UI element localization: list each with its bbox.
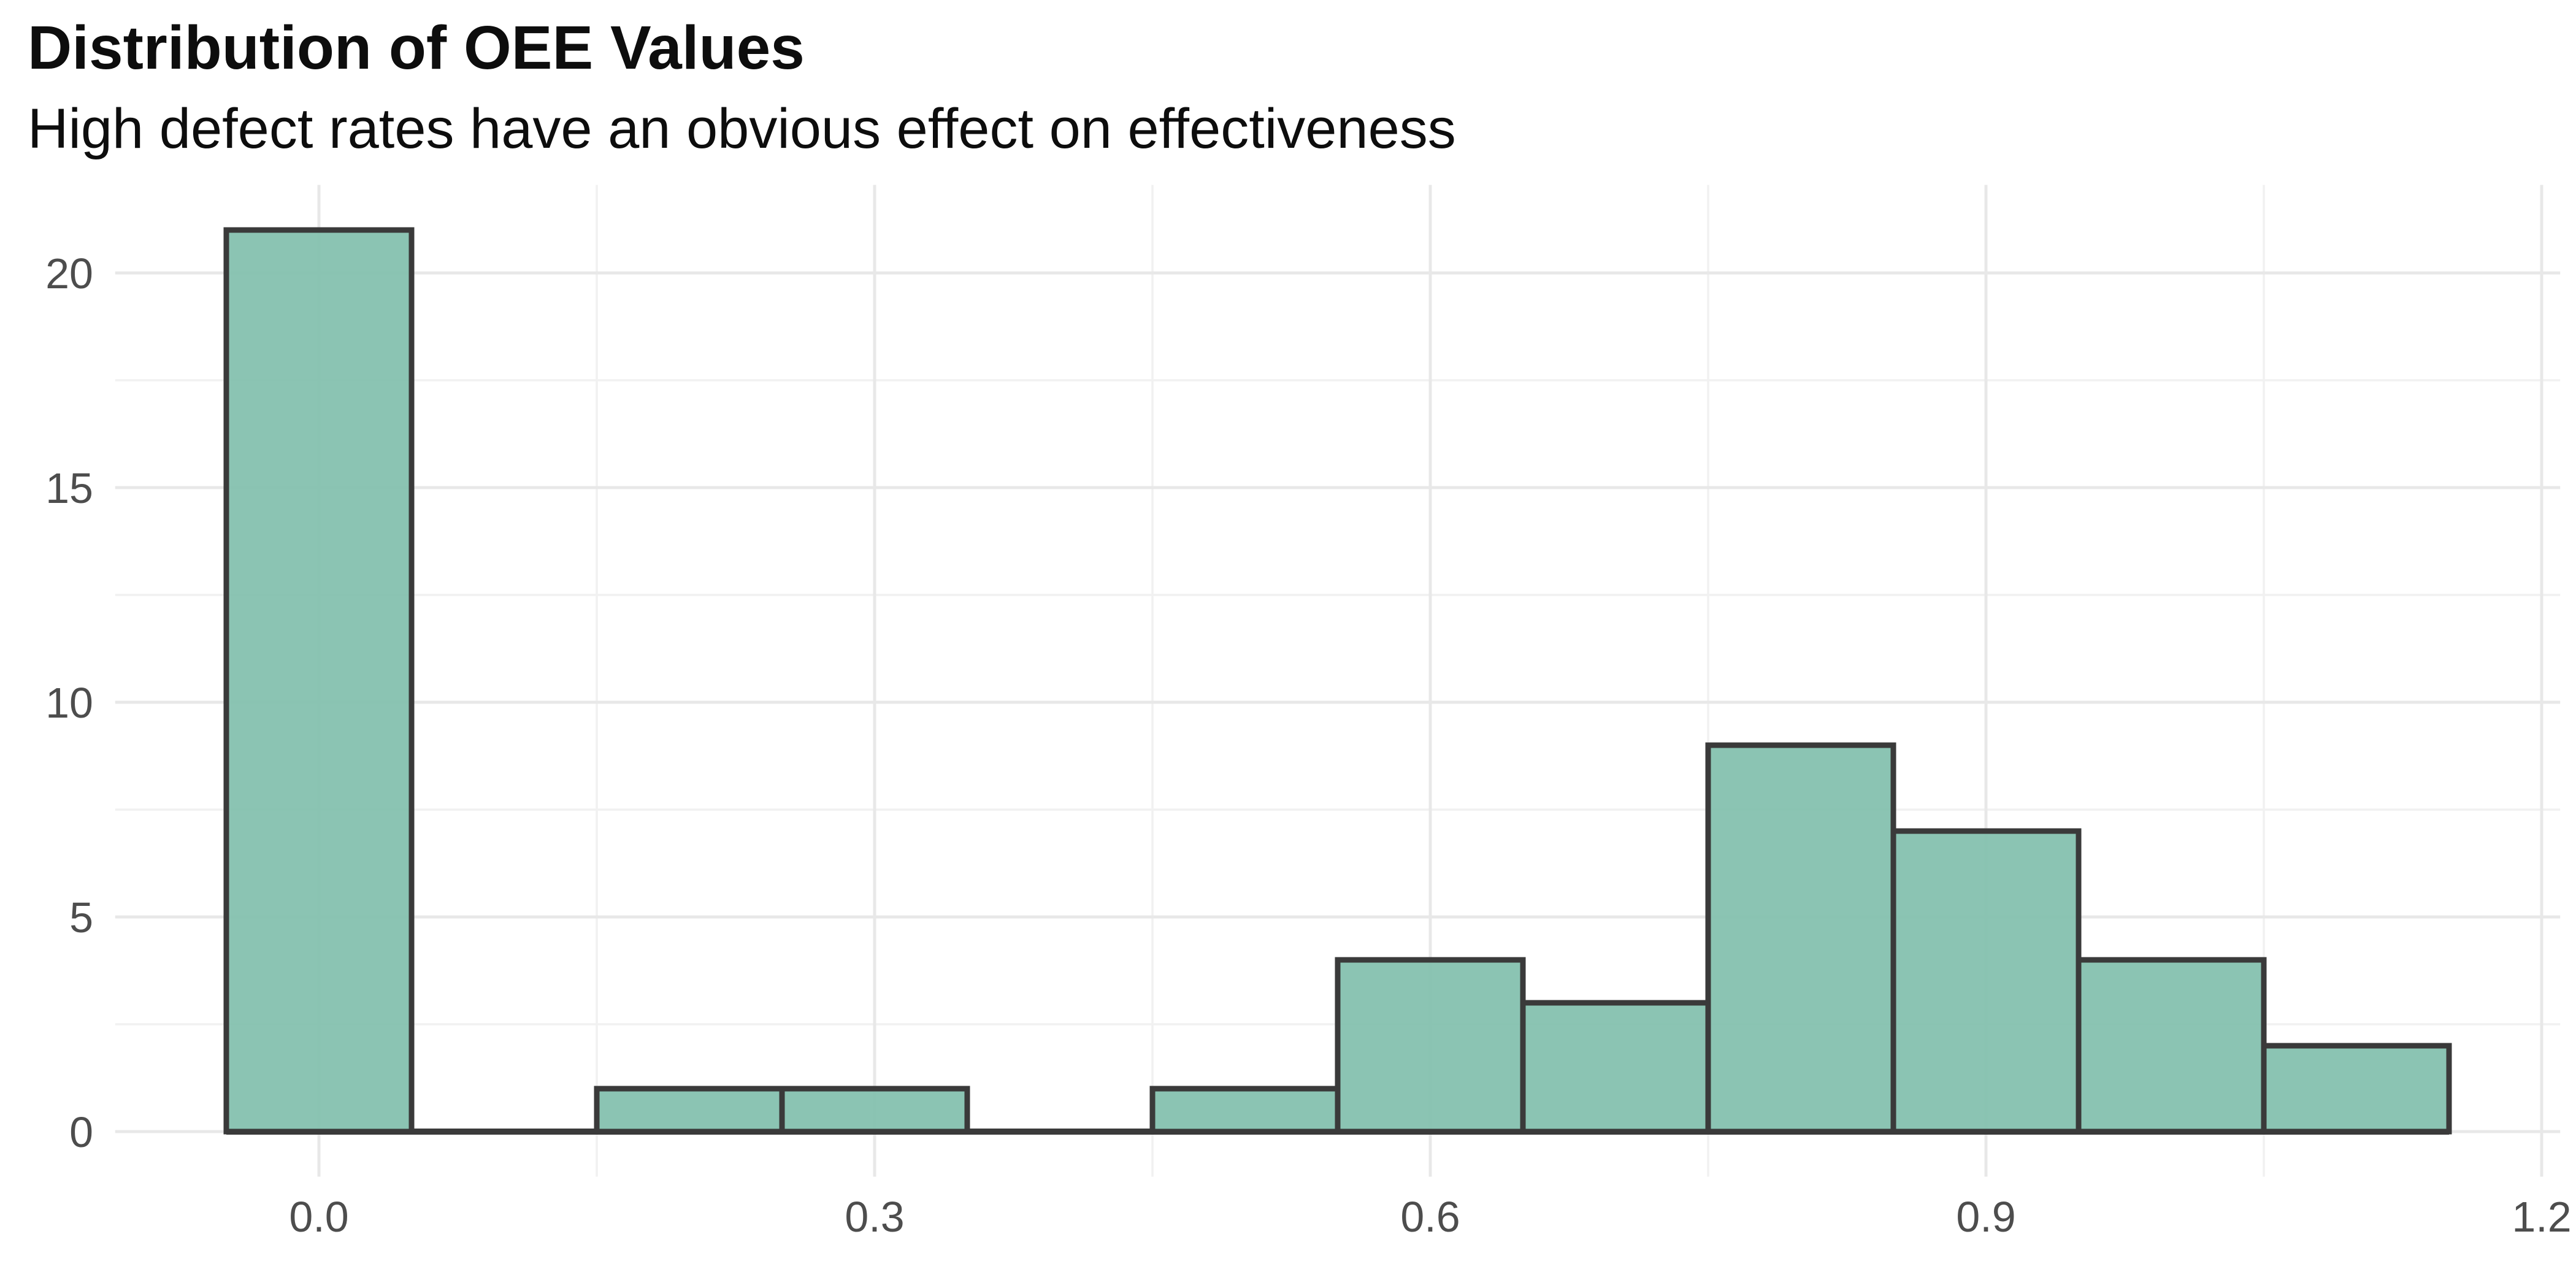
- chart-subtitle: High defect rates have an obvious effect…: [28, 98, 1456, 160]
- x-axis-tick-label: 0.0: [289, 1193, 348, 1241]
- y-axis-tick-label: 15: [45, 464, 93, 512]
- histogram-bar: [2261, 1043, 2452, 1135]
- y-axis-tick-label: 20: [45, 250, 93, 297]
- histogram-bar: [223, 227, 415, 1135]
- x-axis-tick-label: 1.2: [2512, 1193, 2571, 1241]
- histogram-bar: [2076, 957, 2267, 1135]
- x-axis-tick-label: 0.9: [1956, 1193, 2015, 1241]
- histogram-bar: [1520, 1000, 1711, 1135]
- y-axis-tick-label: 0: [69, 1108, 93, 1156]
- y-axis-tick-label: 5: [69, 894, 93, 941]
- histogram-bar: [1335, 957, 1526, 1135]
- x-axis-tick-label: 0.6: [1400, 1193, 1460, 1241]
- chart-title: Distribution of OEE Values: [28, 13, 805, 82]
- x-axis-tick-label: 0.3: [845, 1193, 904, 1241]
- histogram-bar: [779, 1086, 970, 1135]
- histogram-bar: [1890, 828, 2082, 1135]
- y-axis-tick-label: 10: [45, 679, 93, 727]
- histogram-bar: [594, 1086, 785, 1135]
- histogram-bar: [1149, 1086, 1341, 1135]
- histogram-bar: [1705, 742, 1896, 1135]
